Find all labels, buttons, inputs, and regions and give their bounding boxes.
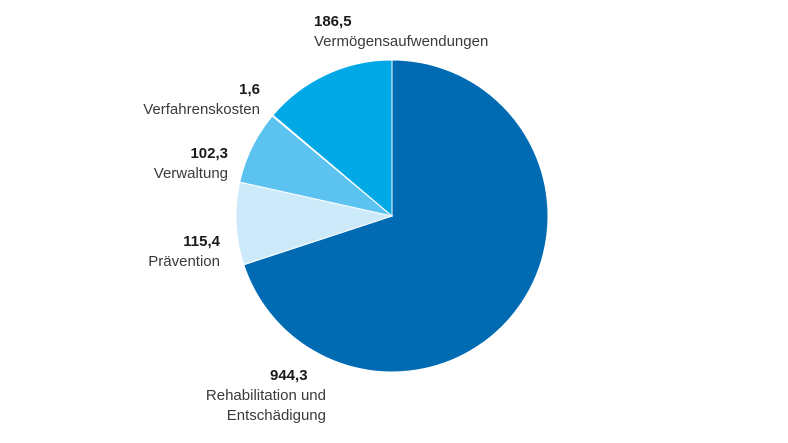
slice-value-verfahrenskosten: 1,6	[239, 81, 260, 98]
slice-label-verwaltung: 102,3 Verwaltung	[128, 144, 228, 184]
slice-name-verfahrenskosten: Verfahrenskosten	[143, 101, 260, 118]
pie-slice-praevention	[235, 181, 394, 266]
slice-label-rehabilitation: 944,3 Rehabilitation und Entschädigung	[196, 366, 326, 426]
slice-value-verwaltung: 102,3	[190, 145, 228, 162]
slice-label-vermoegensaufwendungen: 186,5 Vermögensaufwendungen	[314, 12, 514, 52]
slice-value-vermoegensaufwendungen: 186,5	[314, 13, 352, 30]
slice-name-rehabilitation-line2: Entschädigung	[226, 407, 326, 424]
slice-name-vermoegensaufwendungen: Vermögensaufwendungen	[314, 33, 489, 50]
slice-name-praevention: Prävention	[148, 253, 220, 270]
slice-name-rehabilitation-line1: Rehabilitation und	[205, 387, 326, 404]
slice-name-verwaltung: Verwaltung	[153, 165, 228, 182]
slice-label-verfahrenskosten: 1,6 Verfahrenskosten	[110, 80, 260, 120]
pie-slice-rehabilitation	[243, 59, 549, 373]
pie-slice-vermoegensaufwendungen	[272, 59, 393, 218]
slice-label-praevention: 115,4 Prävention	[120, 232, 220, 272]
slice-value-rehabilitation: 944,3	[270, 367, 308, 384]
slice-value-praevention: 115,4	[183, 233, 220, 250]
